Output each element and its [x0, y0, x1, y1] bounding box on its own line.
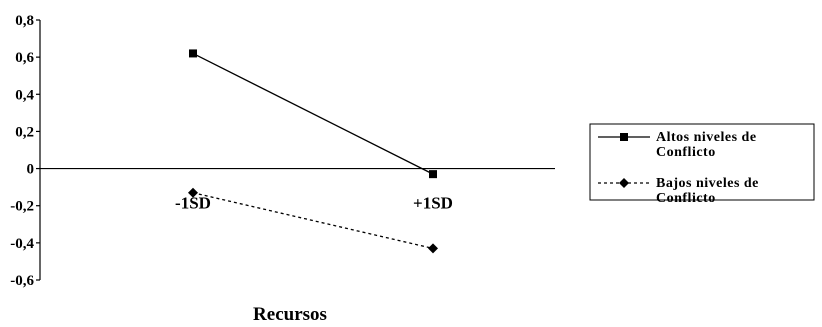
y-tick-label: 0,6: [15, 50, 34, 66]
series-1-point: [429, 170, 437, 179]
y-tick-label: 0: [27, 162, 35, 178]
series-line-2: [192, 192, 434, 250]
y-tick-label: -0,2: [10, 199, 34, 215]
y-tick-label: -0,6: [10, 273, 34, 289]
y-tick-label: 0,2: [15, 124, 34, 140]
y-tick-label: 0,4: [15, 87, 34, 103]
series-lines: [188, 49, 438, 254]
series-2-point: [188, 187, 198, 198]
legend-marker-1: [620, 133, 628, 141]
y-tick-labels: 0,8 0,6 0,4 0,2 0 -0,2 -0,4 -0,6: [10, 13, 40, 289]
x-category-labels: -1SD +1SD: [175, 194, 453, 213]
series-2-point: [428, 243, 438, 254]
y-tick-label: -0,4: [10, 236, 34, 252]
legend-label: Conflicto: [656, 191, 716, 206]
y-tick-label: 0,8: [15, 13, 34, 29]
legend-label: Altos niveles de: [656, 130, 757, 145]
legend-label: Bajos niveles de: [656, 176, 759, 191]
series-line-1: [192, 52, 434, 175]
series-1-point: [189, 49, 197, 58]
x-axis-title: Recursos: [253, 304, 327, 325]
x-category-label: +1SD: [413, 194, 453, 213]
legend-label: Conflicto: [656, 145, 716, 160]
legend-marker-2: [619, 178, 629, 188]
x-category-label: -1SD: [175, 194, 211, 213]
